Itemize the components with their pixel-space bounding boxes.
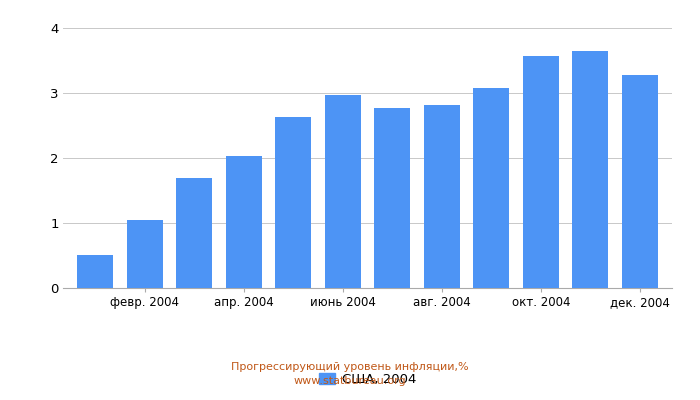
- Bar: [424, 105, 460, 288]
- Bar: [127, 220, 162, 288]
- Bar: [523, 56, 559, 288]
- Bar: [226, 156, 262, 288]
- Bar: [622, 76, 657, 288]
- Bar: [473, 88, 509, 288]
- Bar: [275, 117, 311, 288]
- Bar: [78, 255, 113, 288]
- Bar: [176, 178, 212, 288]
- Bar: [374, 108, 410, 288]
- Text: Прогрессирующий уровень инфляции,%
www.statbureau.org: Прогрессирующий уровень инфляции,% www.s…: [231, 362, 469, 386]
- Legend: США, 2004: США, 2004: [319, 372, 416, 386]
- Bar: [573, 51, 608, 288]
- Bar: [325, 95, 360, 288]
